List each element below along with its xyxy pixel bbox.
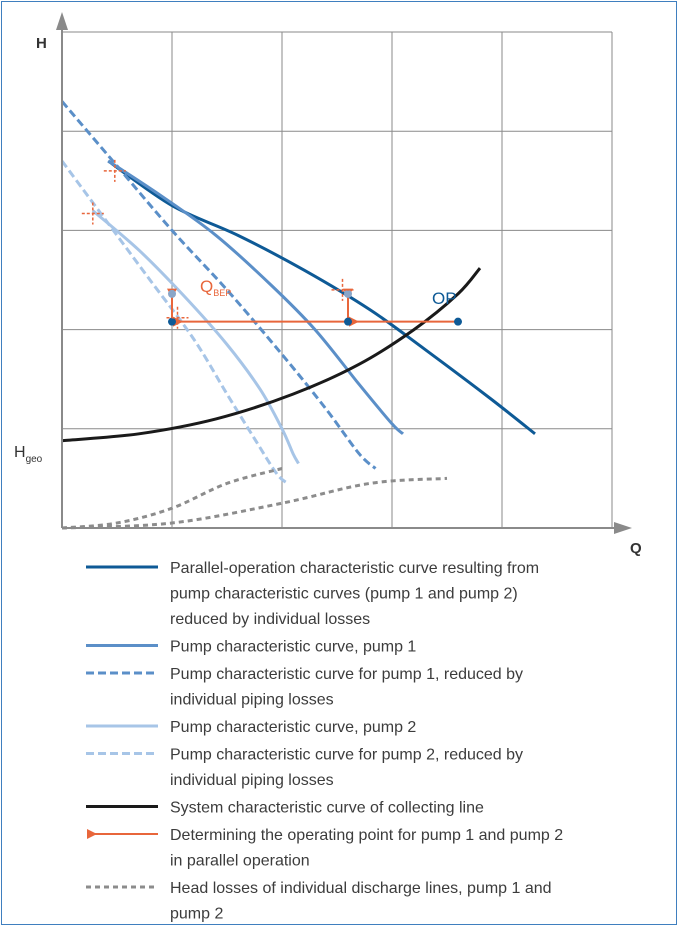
series-pump2 [91,209,300,465]
legend-text: pump characteristic curves (pump 1 and p… [170,586,518,603]
y-axis-arrow [56,12,68,30]
series-layer [60,100,536,530]
qbep-label: QBEP [200,277,231,298]
series-losses_pump1 [61,476,448,530]
op-point-parallel [454,317,462,326]
series-pump1 [107,159,405,435]
legend-text: reduced by individual losses [170,611,370,628]
hgeo-sub: geo [26,454,43,465]
bep-point-pump2 [168,289,176,298]
legend-text: Pump characteristic curve for pump 1, re… [170,666,523,683]
op-label: OP [432,289,457,308]
series-system [61,267,482,443]
x-axis-arrow [614,522,632,534]
qbep-main: Q [200,277,213,296]
x-axis-label: Q [630,540,642,557]
series-pump1_reduced [60,100,377,470]
legend-text: Parallel-operation characteristic curve … [170,560,539,577]
legend-text: Head losses of individual discharge line… [170,880,552,897]
legend-text: in parallel operation [170,853,310,870]
bep-point-pump1 [344,289,352,298]
hgeo-label: Hgeo [14,444,43,465]
series-losses_pump2 [61,467,283,530]
legend-text: Determining the operating point for pump… [170,827,563,844]
marker-layer [81,159,462,329]
legend-text: System characteristic curve of collectin… [170,800,484,817]
legend: Parallel-operation characteristic curve … [86,560,563,923]
chart-grid [62,31,613,528]
hgeo-main: H [14,444,26,461]
legend-text: Pump characteristic curve, pump 1 [170,639,416,656]
qbep-sub: BEP [213,288,231,298]
legend-text: individual piping losses [170,772,334,789]
legend-text: individual piping losses [170,692,334,709]
op-point-pump1 [344,317,352,326]
op-point-pump2 [168,317,176,326]
legend-text: Pump characteristic curve for pump 2, re… [170,747,523,764]
y-axis-label: H [36,35,47,52]
series-pump2_reduced [60,160,289,485]
legend-text: Pump characteristic curve, pump 2 [170,719,416,736]
legend-text: pump 2 [170,906,223,923]
